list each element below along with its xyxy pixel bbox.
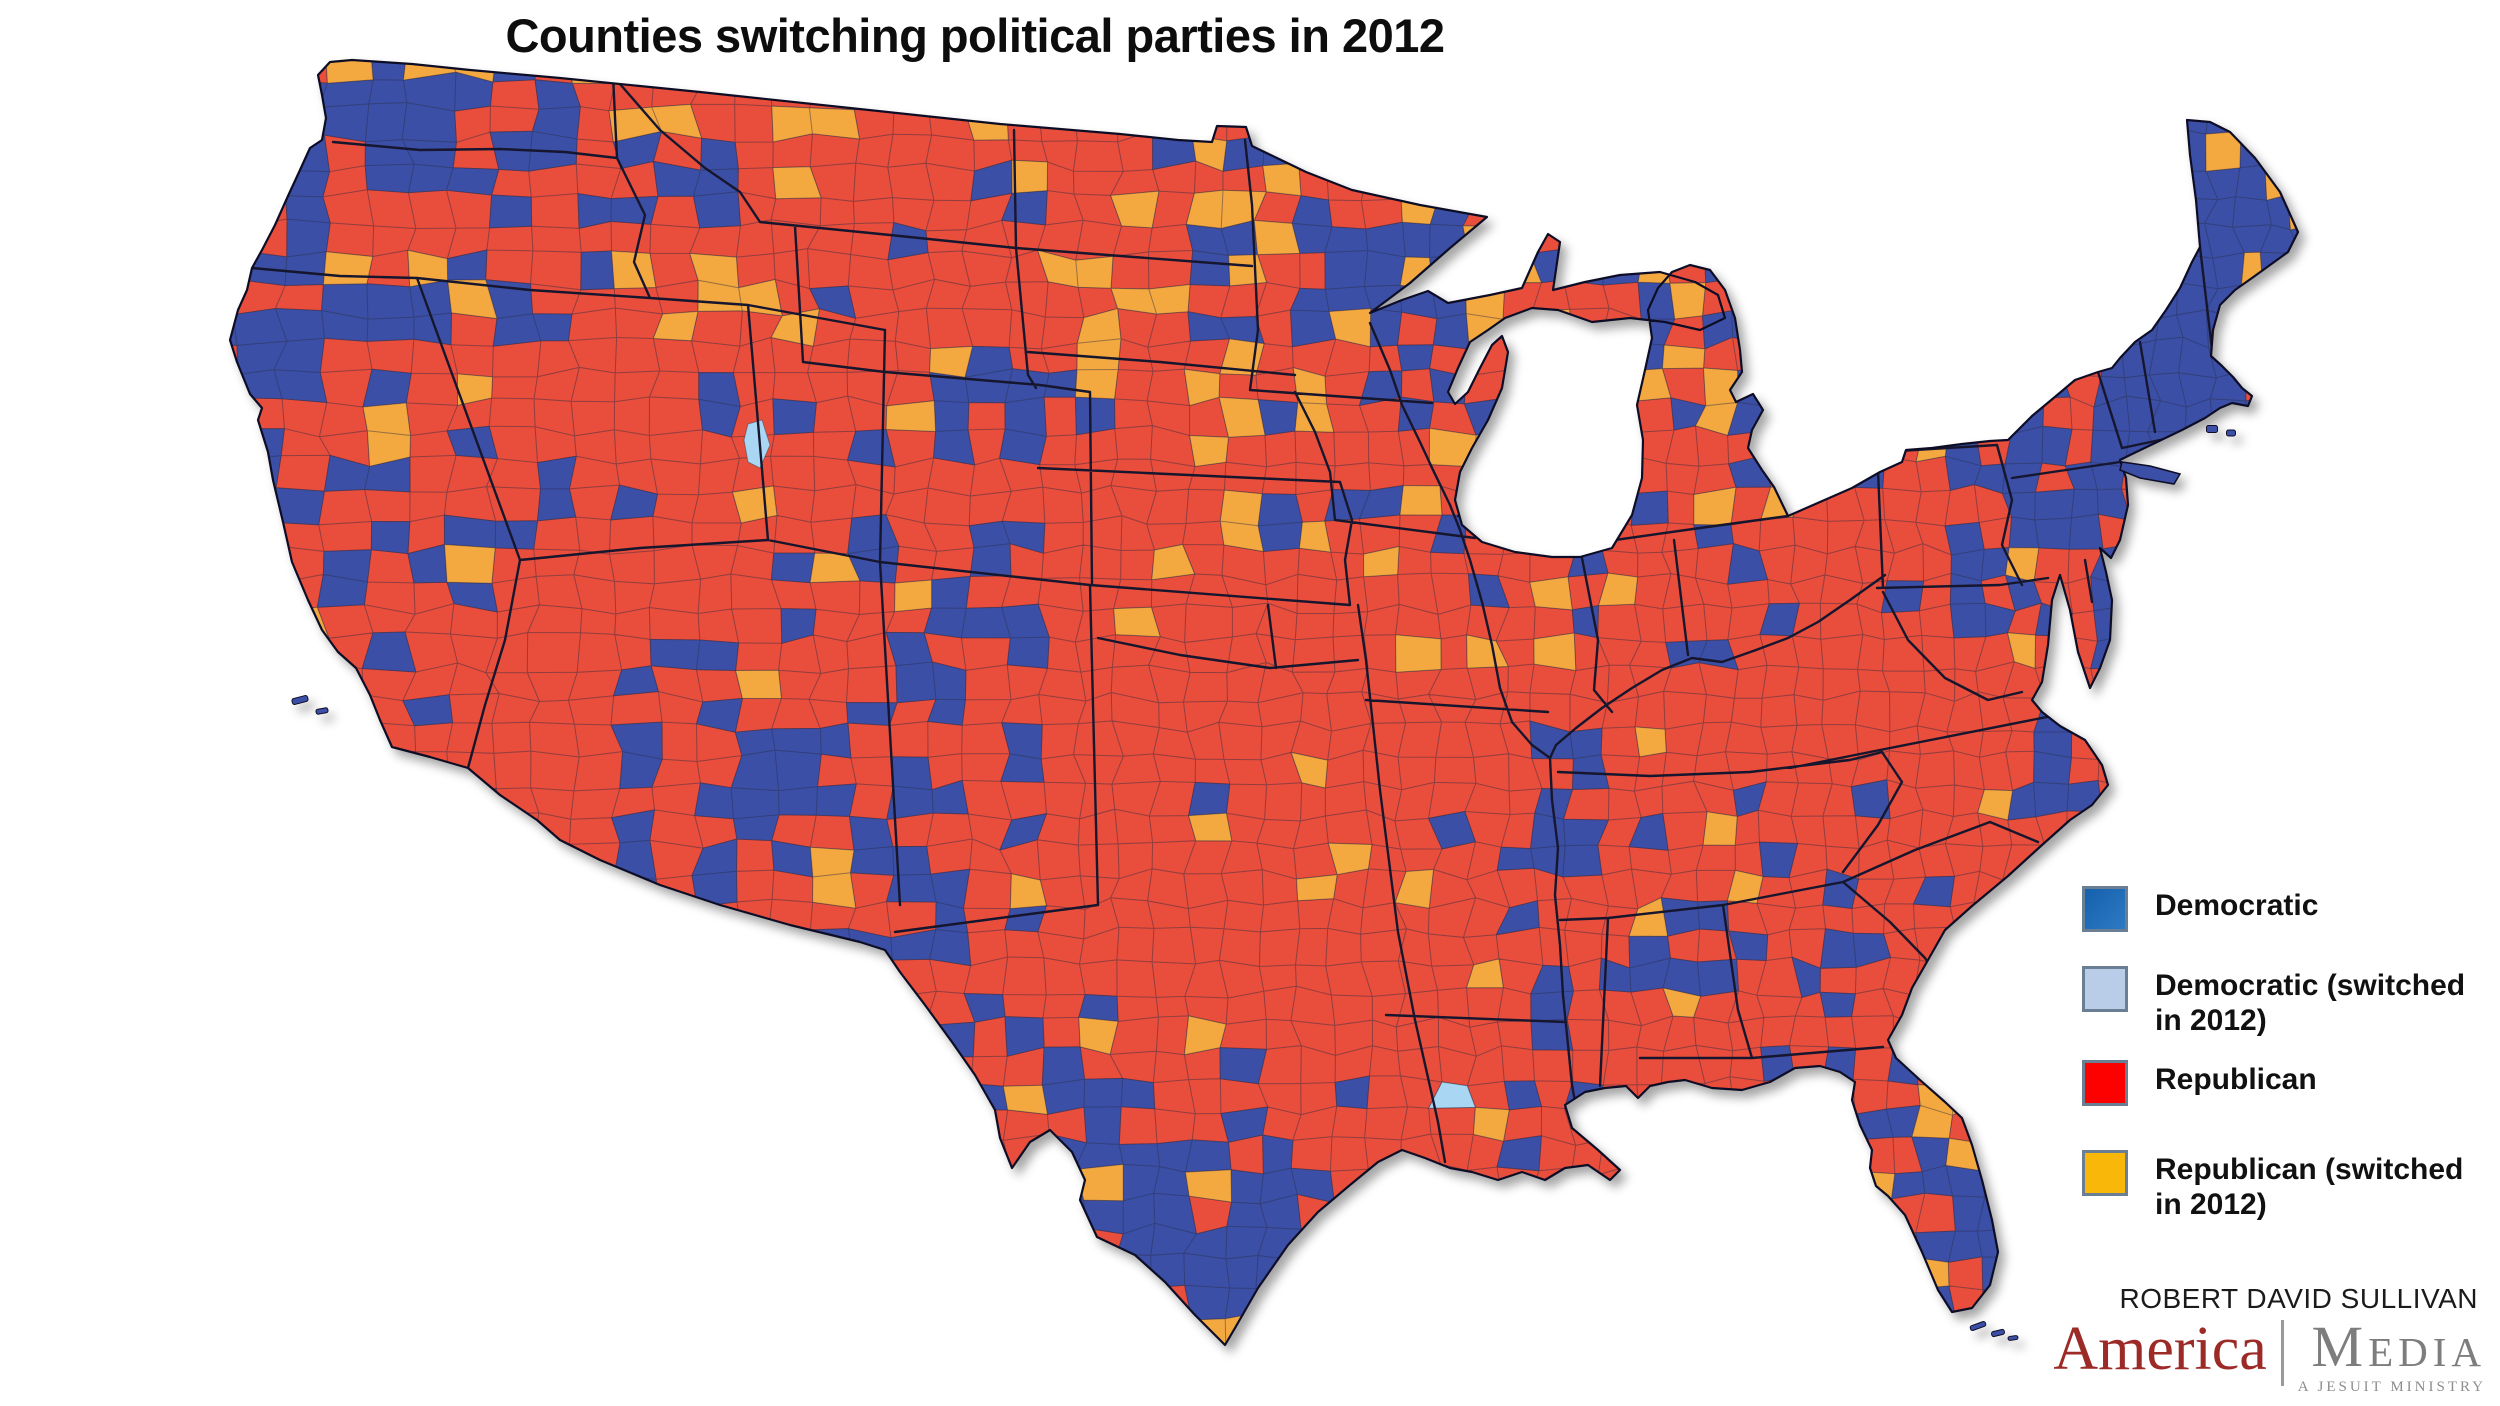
island: [2007, 1335, 2019, 1341]
logo-media-wordmark: Media: [2311, 1314, 2486, 1379]
long-island: [2119, 461, 2182, 485]
author-byline: ROBERT DAVID SULLIVAN: [2119, 1283, 2478, 1314]
logo-tagline: A JESUIT MINISTRY: [2297, 1379, 2486, 1395]
democratic-swatch: [2082, 886, 2128, 932]
democratic-switched-swatch: [2082, 966, 2128, 1012]
great-salt-lake: [743, 419, 771, 469]
state-borders: [250, 74, 2224, 1164]
america-media-logo: America Media A JESUIT MINISTRY: [2053, 1318, 2486, 1396]
logo-america-wordmark: America: [2053, 1315, 2267, 1383]
page-title: Counties switching political parties in …: [505, 9, 1445, 62]
legend-item-republican: Republican: [2082, 1060, 2493, 1106]
legend-item-democratic: Democratic: [2082, 886, 2493, 932]
island: [2206, 425, 2218, 433]
logo-divider: [2280, 1320, 2284, 1386]
republican-swatch: [2082, 1060, 2128, 1106]
legend-item-democratic-switched: Democratic (switched in 2012): [2082, 966, 2493, 1039]
island: [1969, 1320, 1987, 1332]
legend-item-republican-switched: Republican (switched in 2012): [2082, 1150, 2493, 1223]
national-outline: [228, 58, 2300, 1347]
island: [1991, 1328, 2005, 1338]
legend-label: Democratic: [2155, 889, 2319, 922]
legend-label: Republican: [2155, 1063, 2317, 1096]
island: [2226, 429, 2236, 437]
island: [291, 694, 309, 706]
island: [315, 707, 329, 715]
legend-label: Republican (switched in 2012): [2155, 1153, 2464, 1222]
legend-label: Democratic (switched in 2012): [2155, 969, 2466, 1038]
republican-switched-swatch: [2082, 1150, 2128, 1196]
